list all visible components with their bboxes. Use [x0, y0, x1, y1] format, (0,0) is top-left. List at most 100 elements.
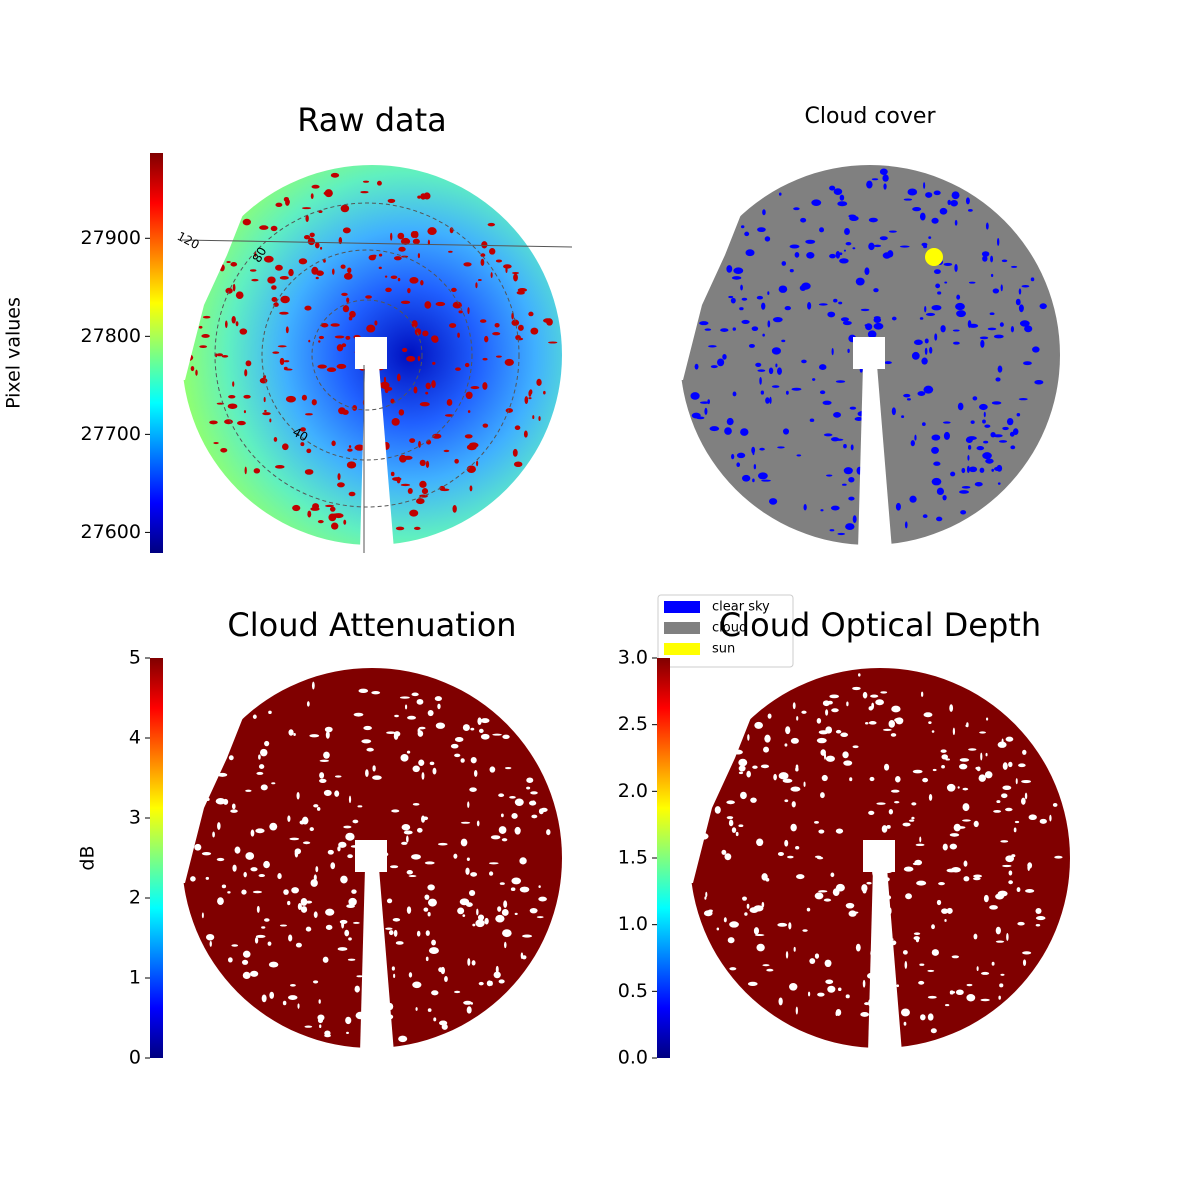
speck — [478, 728, 484, 734]
speck — [999, 322, 1004, 327]
speck — [748, 343, 755, 348]
speck — [301, 207, 312, 210]
speck — [1018, 288, 1022, 295]
speck — [340, 875, 348, 884]
speck — [543, 390, 546, 395]
speck — [290, 984, 296, 987]
speck — [831, 347, 834, 356]
speck — [342, 305, 350, 313]
legend: clear sky cloud sun — [657, 594, 794, 668]
speck — [330, 323, 340, 327]
speck — [911, 351, 920, 360]
speck — [390, 275, 398, 279]
colorbar-tick-label: 1.5 — [618, 847, 648, 869]
speck — [416, 498, 425, 505]
speck — [458, 310, 463, 314]
speck — [316, 270, 324, 276]
speck — [427, 912, 431, 917]
speck — [457, 332, 460, 338]
speck — [448, 250, 453, 253]
speck — [252, 890, 263, 894]
speck — [477, 717, 482, 726]
speck — [241, 889, 247, 895]
speck — [294, 848, 302, 855]
speck — [864, 324, 870, 327]
speck — [1049, 814, 1052, 822]
speck — [790, 823, 797, 832]
speck — [347, 854, 353, 859]
speck — [728, 295, 734, 299]
speck — [279, 357, 285, 365]
speck — [310, 879, 318, 887]
speck — [980, 339, 985, 348]
speck — [731, 453, 735, 460]
speck — [931, 304, 942, 311]
speck — [942, 494, 947, 501]
speck — [1006, 933, 1009, 941]
speck — [990, 255, 994, 263]
speck — [736, 452, 746, 459]
speck — [345, 832, 355, 841]
speck — [912, 207, 922, 212]
speck — [1035, 908, 1042, 915]
speck — [256, 905, 260, 913]
speck — [967, 320, 972, 328]
panel-title: Raw data — [297, 101, 447, 139]
speck — [510, 887, 516, 891]
speck — [973, 877, 981, 881]
polar-axis — [181, 239, 573, 248]
speck — [946, 783, 956, 792]
speck — [334, 775, 342, 778]
speck — [954, 264, 958, 272]
speck — [198, 325, 203, 329]
speck — [374, 320, 378, 326]
speck — [1016, 413, 1021, 417]
speck — [490, 835, 501, 840]
speck — [285, 326, 289, 334]
speck — [287, 815, 291, 822]
speck — [921, 422, 926, 427]
speck — [821, 774, 828, 782]
speck — [903, 393, 911, 398]
speck — [400, 754, 409, 762]
speck — [312, 503, 320, 510]
speck — [824, 959, 832, 968]
speck — [464, 362, 470, 368]
speck — [317, 520, 324, 524]
speck — [546, 829, 551, 836]
speck — [538, 416, 541, 421]
speck — [259, 225, 269, 230]
speck — [378, 253, 383, 257]
speck — [295, 942, 302, 948]
speck — [1002, 864, 1012, 868]
speck — [270, 225, 278, 232]
speck — [324, 726, 333, 733]
speck — [1008, 880, 1013, 885]
speck — [875, 699, 884, 706]
speck — [288, 729, 294, 736]
speck — [432, 361, 436, 365]
colorbar-tick-label: 2.0 — [618, 780, 648, 802]
speck — [784, 839, 789, 847]
speck — [253, 468, 261, 474]
speck — [934, 333, 938, 341]
speck — [305, 900, 313, 904]
speck — [740, 284, 743, 291]
speck — [846, 701, 849, 707]
speck — [745, 249, 755, 257]
speck — [391, 417, 400, 426]
speck — [421, 815, 426, 823]
speck — [406, 355, 416, 362]
speck — [839, 258, 849, 264]
speck — [728, 819, 734, 827]
speck — [932, 768, 937, 772]
speck — [216, 857, 225, 862]
speck — [757, 472, 768, 480]
speck — [848, 214, 857, 218]
speck — [985, 458, 994, 464]
speck — [498, 826, 507, 834]
speck — [967, 454, 970, 461]
speck — [782, 428, 790, 435]
speck — [231, 316, 236, 324]
speck — [959, 758, 970, 762]
